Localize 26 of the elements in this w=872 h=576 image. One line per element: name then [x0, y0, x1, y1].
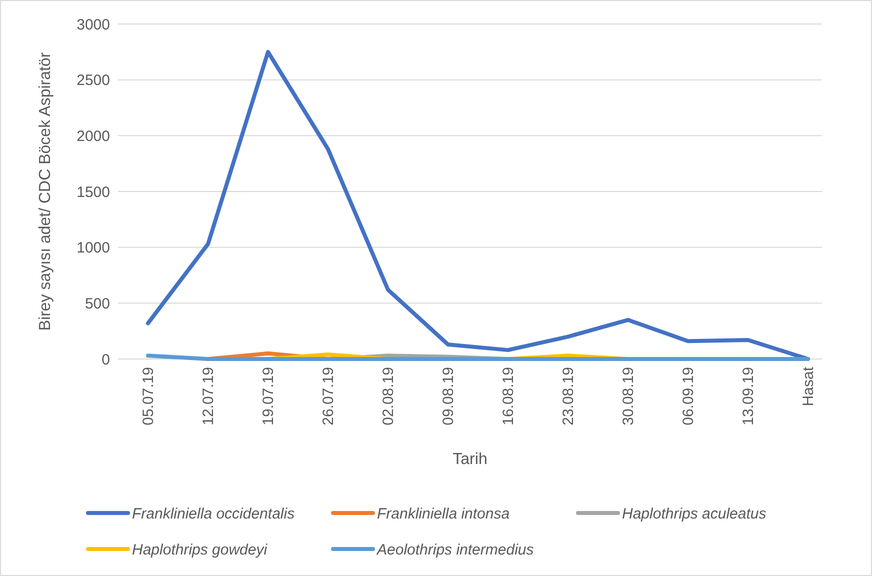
y-tick-label: 1000 [76, 240, 110, 257]
y-tick-label: 2000 [76, 128, 110, 145]
x-tick-label: 06.09.19 [680, 367, 697, 426]
y-tick-label: 1500 [76, 184, 110, 201]
x-tick-label: 05.07.19 [140, 367, 157, 426]
legend-label: Frankliniella occidentalis [132, 505, 296, 522]
y-axis-title: Birey sayısı adet/ CDC Böcek Aspiratör [37, 52, 54, 331]
x-tick-label: 19.07.19 [260, 367, 277, 426]
y-tick-label: 3000 [76, 16, 110, 34]
x-tick-label: 13.09.19 [740, 367, 757, 426]
x-axis-title: Tarih [452, 451, 488, 468]
x-tick-label: 02.08.19 [380, 367, 397, 426]
y-tick-label: 2500 [76, 72, 110, 90]
x-tick-label: 30.08.19 [620, 367, 637, 426]
legend-label: Haplothrips gowdeyi [132, 541, 268, 558]
y-tick-label: 500 [84, 295, 110, 312]
legend-label: Frankliniella intonsa [377, 505, 510, 522]
legend-label: Aeolothrips intermedius [376, 541, 534, 558]
x-tick-label: 12.07.19 [200, 367, 217, 426]
y-tick-label: 0 [102, 351, 110, 368]
x-tick-label: 09.08.19 [440, 367, 457, 426]
x-tick-label: 16.08.19 [500, 367, 517, 426]
x-tick-label: 26.07.19 [320, 367, 337, 426]
x-tick-label: Hasat [800, 366, 817, 406]
legend-label: Haplothrips aculeatus [622, 505, 767, 522]
x-tick-label: 23.08.19 [560, 367, 577, 426]
